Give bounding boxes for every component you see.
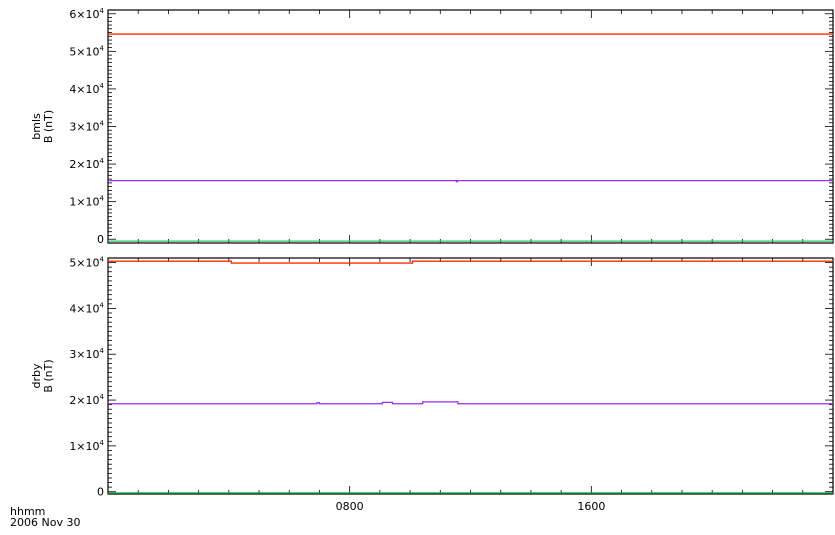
y-tick-label: 4×104 — [69, 301, 104, 315]
y-tick-label: 5×104 — [69, 44, 104, 58]
panel-1: 0 1×104 2×104 3×104 4×104 5×104 6×104 bmls B (nT… — [30, 7, 834, 246]
panel-2: 0 1×104 2×104 3×104 4×104 5×104 drby B (nT) — [30, 256, 834, 499]
y-tick-label: 4×104 — [69, 82, 104, 96]
y-tick-label: 1×104 — [69, 439, 104, 453]
y-tick-label: 0 — [97, 233, 104, 246]
y-tick-label: 2×104 — [69, 157, 104, 171]
y-tick-label: 3×104 — [69, 120, 104, 134]
plot-frame — [107, 9, 834, 244]
plot-frame — [107, 257, 834, 495]
x-tick-label: 0800 — [336, 500, 364, 513]
y-tick-label: 1×104 — [69, 195, 104, 209]
x-axis-units-label: hhmm — [10, 505, 46, 518]
y-tick-label: 6×104 — [69, 7, 104, 21]
y-axis-label: B (nT) — [42, 110, 55, 143]
series-line-1 — [108, 260, 833, 264]
station-label: bmls — [30, 113, 43, 140]
y-tick-label: 2×104 — [69, 393, 104, 407]
series-line-2 — [108, 179, 833, 183]
x-tick-label: 1600 — [577, 500, 605, 513]
y-tick-label: 3×104 — [69, 347, 104, 361]
y-tick-label: 5×104 — [69, 256, 104, 270]
series-line-2 — [108, 401, 833, 405]
date-label: 2006 Nov 30 — [10, 516, 81, 529]
y-tick-label: 0 — [97, 486, 104, 499]
y-axis-label: B (nT) — [42, 359, 55, 392]
station-label: drby — [30, 363, 43, 388]
